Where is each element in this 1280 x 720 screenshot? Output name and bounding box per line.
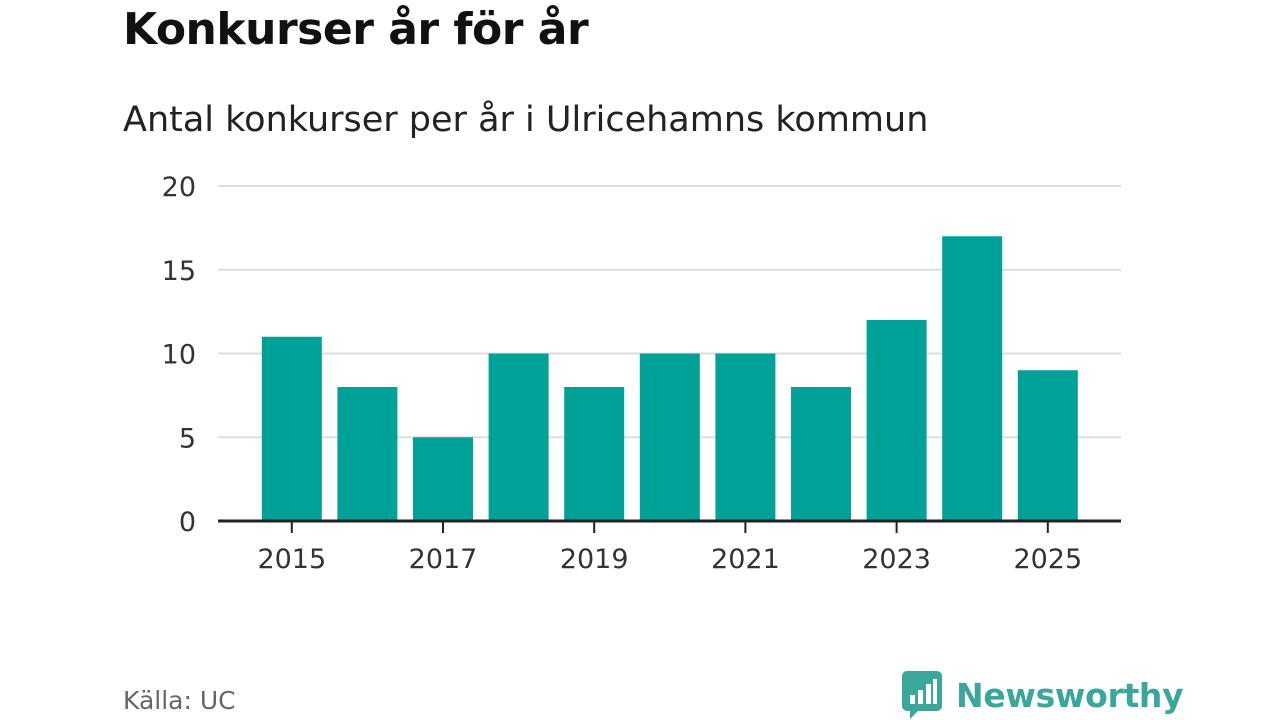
y-tick-label: 0 bbox=[179, 507, 196, 538]
bar-2021 bbox=[715, 353, 776, 521]
bar-2024 bbox=[942, 236, 1003, 521]
y-tick-label: 15 bbox=[162, 256, 196, 287]
bar-2017 bbox=[413, 437, 473, 521]
bar-2016 bbox=[337, 387, 398, 521]
bar-chart: 0 5 10 15 20 2015 2017 2019 2021 2023 2025 bbox=[162, 172, 1121, 575]
brand-name: Newsworthy bbox=[956, 675, 1184, 715]
chart-subtitle: Antal konkurser per år i Ulricehamns kom… bbox=[123, 100, 929, 140]
brand-logo: Newsworthy bbox=[902, 670, 1184, 720]
y-tick-label: 10 bbox=[162, 340, 196, 371]
page-title: Konkurser år för år bbox=[123, 4, 589, 55]
y-tick-label: 5 bbox=[179, 423, 196, 454]
y-tick-label: 20 bbox=[162, 172, 196, 203]
x-tick-label: 2023 bbox=[862, 544, 931, 575]
bar-2015 bbox=[261, 336, 322, 521]
x-tick-label: 2021 bbox=[711, 544, 780, 575]
bar-2018 bbox=[488, 353, 549, 521]
bar-chart-speech-bubble-icon bbox=[902, 671, 942, 719]
bar-2025 bbox=[1017, 370, 1078, 521]
x-tick-label: 2017 bbox=[409, 544, 478, 575]
x-tick-label: 2019 bbox=[560, 544, 629, 575]
x-tick-label: 2025 bbox=[1013, 544, 1082, 575]
bar-2020 bbox=[639, 353, 700, 521]
x-tick-label: 2015 bbox=[257, 544, 326, 575]
source-label: Källa: UC bbox=[123, 686, 236, 715]
bar-2022 bbox=[791, 387, 851, 521]
bar-2019 bbox=[564, 387, 625, 521]
bar-2023 bbox=[866, 320, 927, 521]
